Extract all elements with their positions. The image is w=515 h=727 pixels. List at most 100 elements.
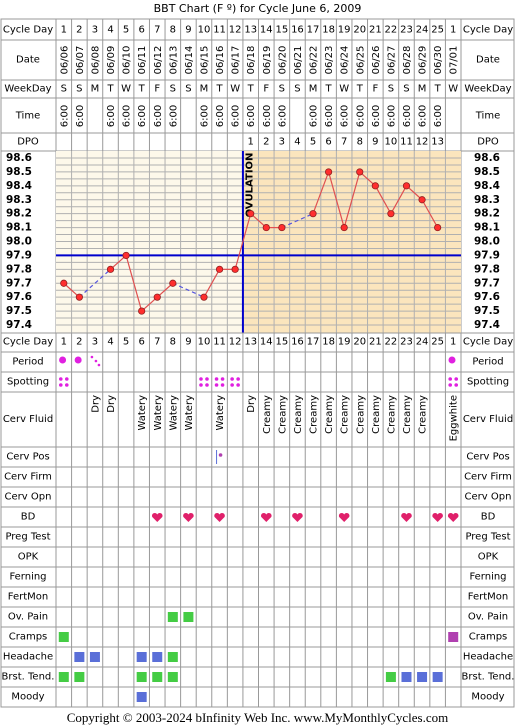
y-tick-label-right: 98.1 (474, 222, 500, 234)
brst-tend-marker (401, 672, 412, 682)
date-label: 06/19 (262, 46, 273, 75)
y-tick-label-right: 98.5 (474, 166, 500, 178)
cycle-day-number-bottom: 1 (61, 337, 67, 348)
cycle-day-number: 25 (431, 25, 444, 36)
y-tick-label-left: 98.4 (6, 180, 32, 192)
y-tick-label-right: 97.9 (474, 249, 500, 261)
temperature-point (356, 168, 364, 176)
cerv-fluid-label: Watery (184, 395, 195, 431)
date-label: 06/22 (309, 46, 320, 75)
weekday-letter: T (434, 84, 442, 95)
temperature-point (434, 223, 442, 232)
time-label: 6:00 (231, 105, 242, 127)
cycle-day-number: 13 (244, 25, 257, 36)
y-tick-label-right: 98.6 (474, 152, 500, 164)
temperature-point (340, 223, 348, 232)
temperature-point (153, 293, 161, 301)
period-light-dot (90, 355, 94, 359)
cycle-day-number-bottom: 20 (353, 337, 366, 348)
dpo-number: 1 (248, 137, 254, 148)
temperature-point (169, 279, 177, 287)
time-label: 6:00 (371, 105, 382, 127)
headache-marker (136, 652, 147, 662)
y-tick-label-left: 98.2 (6, 208, 32, 220)
date-label: 06/16 (215, 46, 226, 75)
weekday-letter: W (339, 84, 349, 95)
temperature-line-segment (343, 171, 361, 228)
time-label: 6:00 (418, 105, 429, 127)
weekday-letter: F (372, 84, 378, 95)
weekday-letter: S (61, 84, 67, 95)
temperature-point (106, 265, 115, 273)
dpo-number: 8 (357, 137, 363, 148)
brst-tend-marker (58, 672, 69, 682)
temperature-point (278, 223, 286, 232)
weekday-letter: S (403, 84, 409, 95)
heart-icon (401, 512, 412, 522)
date-label: 06/20 (277, 46, 288, 75)
headache-label-right: Headache (463, 652, 513, 663)
brst-tend-marker (432, 672, 443, 682)
date-label: 06/28 (402, 46, 413, 75)
y-tick-label-right: 98.0 (474, 236, 500, 248)
cycle-day-number-bottom: 15 (275, 337, 288, 348)
y-tick-label-right: 98.2 (474, 208, 500, 220)
weekday-letter: S (185, 84, 191, 95)
cycle-day-number: 4 (107, 25, 113, 36)
cycle-day-number-bottom: 4 (107, 337, 113, 348)
weekday-letter: S (388, 84, 394, 95)
bd-label-right: BD (481, 512, 496, 523)
spotting-dot (64, 383, 69, 387)
cycle-day-number: 3 (92, 25, 98, 36)
heart-icon (183, 512, 194, 522)
cycle-day-number: 23 (400, 25, 413, 36)
date-label: 06/27 (386, 46, 397, 75)
cycle-day-number-bottom: 6 (138, 337, 144, 348)
cycle-day-number-bottom: 16 (291, 337, 304, 348)
temperature-point (122, 251, 130, 260)
cycle-day-number-bottom: 23 (400, 337, 413, 348)
date-label: 06/26 (371, 46, 382, 75)
cerv-fluid-label: Creamy (324, 395, 335, 434)
y-tick-label-right: 98.3 (474, 194, 500, 206)
period-dot (74, 356, 82, 364)
dpo-number: 11 (400, 137, 413, 148)
dpo-number: 9 (372, 137, 378, 148)
cycle-day-number: 1 (450, 25, 456, 36)
date-label: 06/09 (106, 46, 117, 75)
fertmon-label-left: FertMon (8, 592, 48, 603)
date-label: 06/25 (355, 46, 366, 75)
cycle-day-number-bottom: 18 (322, 337, 335, 348)
heart-icon (292, 512, 303, 522)
date-label: 06/12 (153, 46, 164, 75)
spotting-dot (236, 377, 240, 381)
temperature-point (60, 279, 68, 287)
cerv-fluid-label: Creamy (386, 395, 397, 434)
cycle-day-number-bottom: 7 (154, 337, 160, 348)
dpo-number: 12 (416, 137, 429, 148)
opk-label-right: OPK (478, 552, 499, 563)
spotting-label-right: Spotting (467, 377, 509, 388)
weekday-label-right: WeekDay (464, 84, 511, 95)
temperature-point (200, 293, 208, 301)
temperature-line-segment (328, 171, 345, 228)
brst-tend-marker (385, 672, 396, 682)
cerv-fluid-label: Eggwhite (449, 395, 460, 441)
cycle-day-number-bottom: 1 (450, 337, 456, 348)
headache-marker (74, 652, 85, 662)
cerv-pos-dot (218, 453, 223, 457)
cycle-day-number: 20 (353, 25, 366, 36)
y-tick-label-left: 98.6 (6, 152, 32, 164)
period-label-left: Period (12, 357, 43, 368)
spotting-dot (199, 383, 203, 387)
date-label: 06/07 (75, 46, 86, 75)
y-tick-label-right: 97.7 (474, 277, 500, 289)
time-label: 6:00 (122, 105, 133, 127)
cycle-day-number-bottom: 9 (185, 337, 191, 348)
cycle-day-number: 2 (76, 25, 82, 36)
headache-label-left: Headache (3, 652, 53, 663)
cycle-day-number: 8 (170, 25, 176, 36)
time-label: 6:00 (75, 105, 86, 127)
temperature-point (309, 210, 317, 218)
temperature-point (402, 182, 411, 190)
